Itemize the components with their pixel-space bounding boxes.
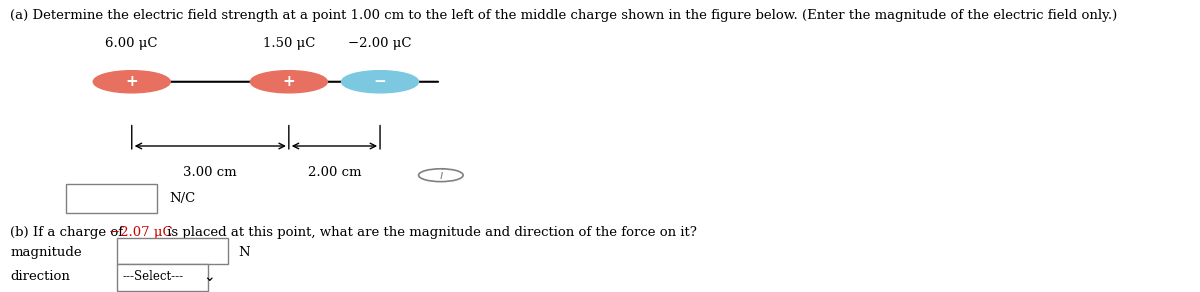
Circle shape: [94, 71, 170, 93]
Circle shape: [342, 71, 419, 93]
FancyBboxPatch shape: [116, 264, 208, 291]
FancyBboxPatch shape: [116, 238, 228, 264]
Text: 1.50 μC: 1.50 μC: [263, 37, 316, 50]
Text: magnitude: magnitude: [10, 246, 82, 259]
Text: direction: direction: [10, 270, 70, 283]
FancyBboxPatch shape: [66, 184, 157, 213]
Text: N/C: N/C: [169, 192, 196, 205]
Text: is placed at this point, what are the magnitude and direction of the force on it: is placed at this point, what are the ma…: [163, 226, 697, 239]
Text: −2.07 μC: −2.07 μC: [109, 226, 173, 239]
Text: +: +: [125, 74, 138, 89]
Text: +: +: [282, 74, 295, 89]
Text: ⌄: ⌄: [203, 270, 215, 284]
Text: −: −: [373, 74, 386, 89]
Text: 2.00 cm: 2.00 cm: [307, 166, 361, 180]
Text: 3.00 cm: 3.00 cm: [184, 166, 238, 180]
Text: N: N: [238, 246, 250, 259]
Text: (a) Determine the electric field strength at a point 1.00 cm to the left of the : (a) Determine the electric field strengt…: [10, 9, 1117, 22]
Text: ---Select---: ---Select---: [122, 270, 184, 283]
Text: i: i: [439, 169, 443, 182]
Text: 6.00 μC: 6.00 μC: [106, 37, 158, 50]
Text: −2.00 μC: −2.00 μC: [348, 37, 412, 50]
Text: (b) If a charge of: (b) If a charge of: [10, 226, 127, 239]
Circle shape: [251, 71, 328, 93]
